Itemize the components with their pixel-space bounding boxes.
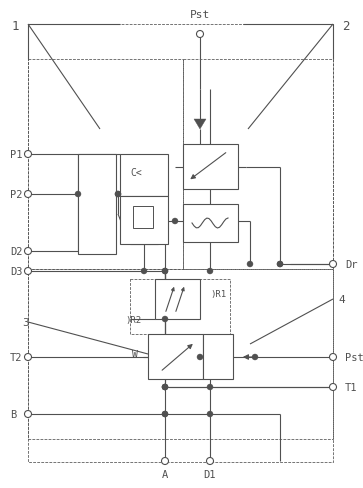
- Text: 1: 1: [12, 20, 20, 33]
- Circle shape: [162, 411, 168, 417]
- Bar: [148, 334, 203, 379]
- Circle shape: [207, 384, 213, 390]
- Circle shape: [172, 219, 178, 224]
- Text: )R2: )R2: [125, 315, 141, 324]
- Circle shape: [277, 262, 283, 267]
- Text: D3: D3: [10, 266, 23, 276]
- Text: Pst1: Pst1: [345, 352, 363, 362]
- Circle shape: [115, 192, 121, 198]
- Circle shape: [162, 384, 168, 390]
- Text: P1: P1: [10, 150, 23, 160]
- Text: D2: D2: [10, 246, 23, 257]
- Text: 3: 3: [22, 317, 29, 327]
- Bar: [120, 197, 168, 244]
- Circle shape: [207, 458, 213, 465]
- Circle shape: [277, 262, 283, 267]
- Circle shape: [196, 31, 204, 39]
- Text: Dr: Dr: [345, 260, 358, 269]
- Circle shape: [162, 458, 168, 465]
- Bar: [130, 280, 230, 334]
- Circle shape: [330, 354, 337, 361]
- Bar: [78, 155, 116, 254]
- Circle shape: [24, 268, 32, 275]
- Text: Pst: Pst: [190, 10, 210, 20]
- Bar: [183, 145, 238, 190]
- Circle shape: [162, 384, 168, 390]
- Bar: [28, 60, 183, 269]
- Circle shape: [162, 411, 168, 417]
- Bar: [133, 206, 153, 228]
- Circle shape: [207, 411, 213, 417]
- Bar: [203, 334, 233, 379]
- Text: C<: C<: [130, 168, 142, 178]
- Text: 4: 4: [338, 294, 345, 305]
- Bar: [120, 155, 168, 197]
- Text: B: B: [10, 409, 16, 419]
- Bar: [28, 25, 333, 462]
- Circle shape: [207, 268, 213, 274]
- Circle shape: [24, 151, 32, 158]
- Circle shape: [162, 316, 168, 323]
- Circle shape: [247, 262, 253, 267]
- Bar: [28, 269, 333, 439]
- Circle shape: [252, 354, 258, 360]
- Polygon shape: [194, 120, 206, 130]
- Text: D1: D1: [204, 469, 216, 479]
- Text: T2: T2: [10, 352, 23, 362]
- Text: A: A: [162, 469, 168, 479]
- Text: W: W: [132, 349, 138, 359]
- Text: )R1: )R1: [210, 290, 226, 299]
- Circle shape: [24, 191, 32, 198]
- Circle shape: [24, 411, 32, 418]
- Text: P2: P2: [10, 190, 23, 200]
- Circle shape: [75, 192, 81, 198]
- Bar: [155, 280, 200, 319]
- Bar: [183, 60, 333, 269]
- Circle shape: [141, 268, 147, 274]
- Circle shape: [162, 268, 168, 274]
- Circle shape: [162, 384, 168, 390]
- Text: T1: T1: [345, 382, 358, 392]
- Circle shape: [330, 384, 337, 391]
- Circle shape: [197, 354, 203, 360]
- Text: 2: 2: [343, 20, 350, 33]
- Bar: [183, 204, 238, 243]
- Circle shape: [24, 248, 32, 255]
- Circle shape: [115, 192, 121, 198]
- Circle shape: [24, 354, 32, 361]
- Circle shape: [330, 261, 337, 268]
- Circle shape: [162, 268, 168, 274]
